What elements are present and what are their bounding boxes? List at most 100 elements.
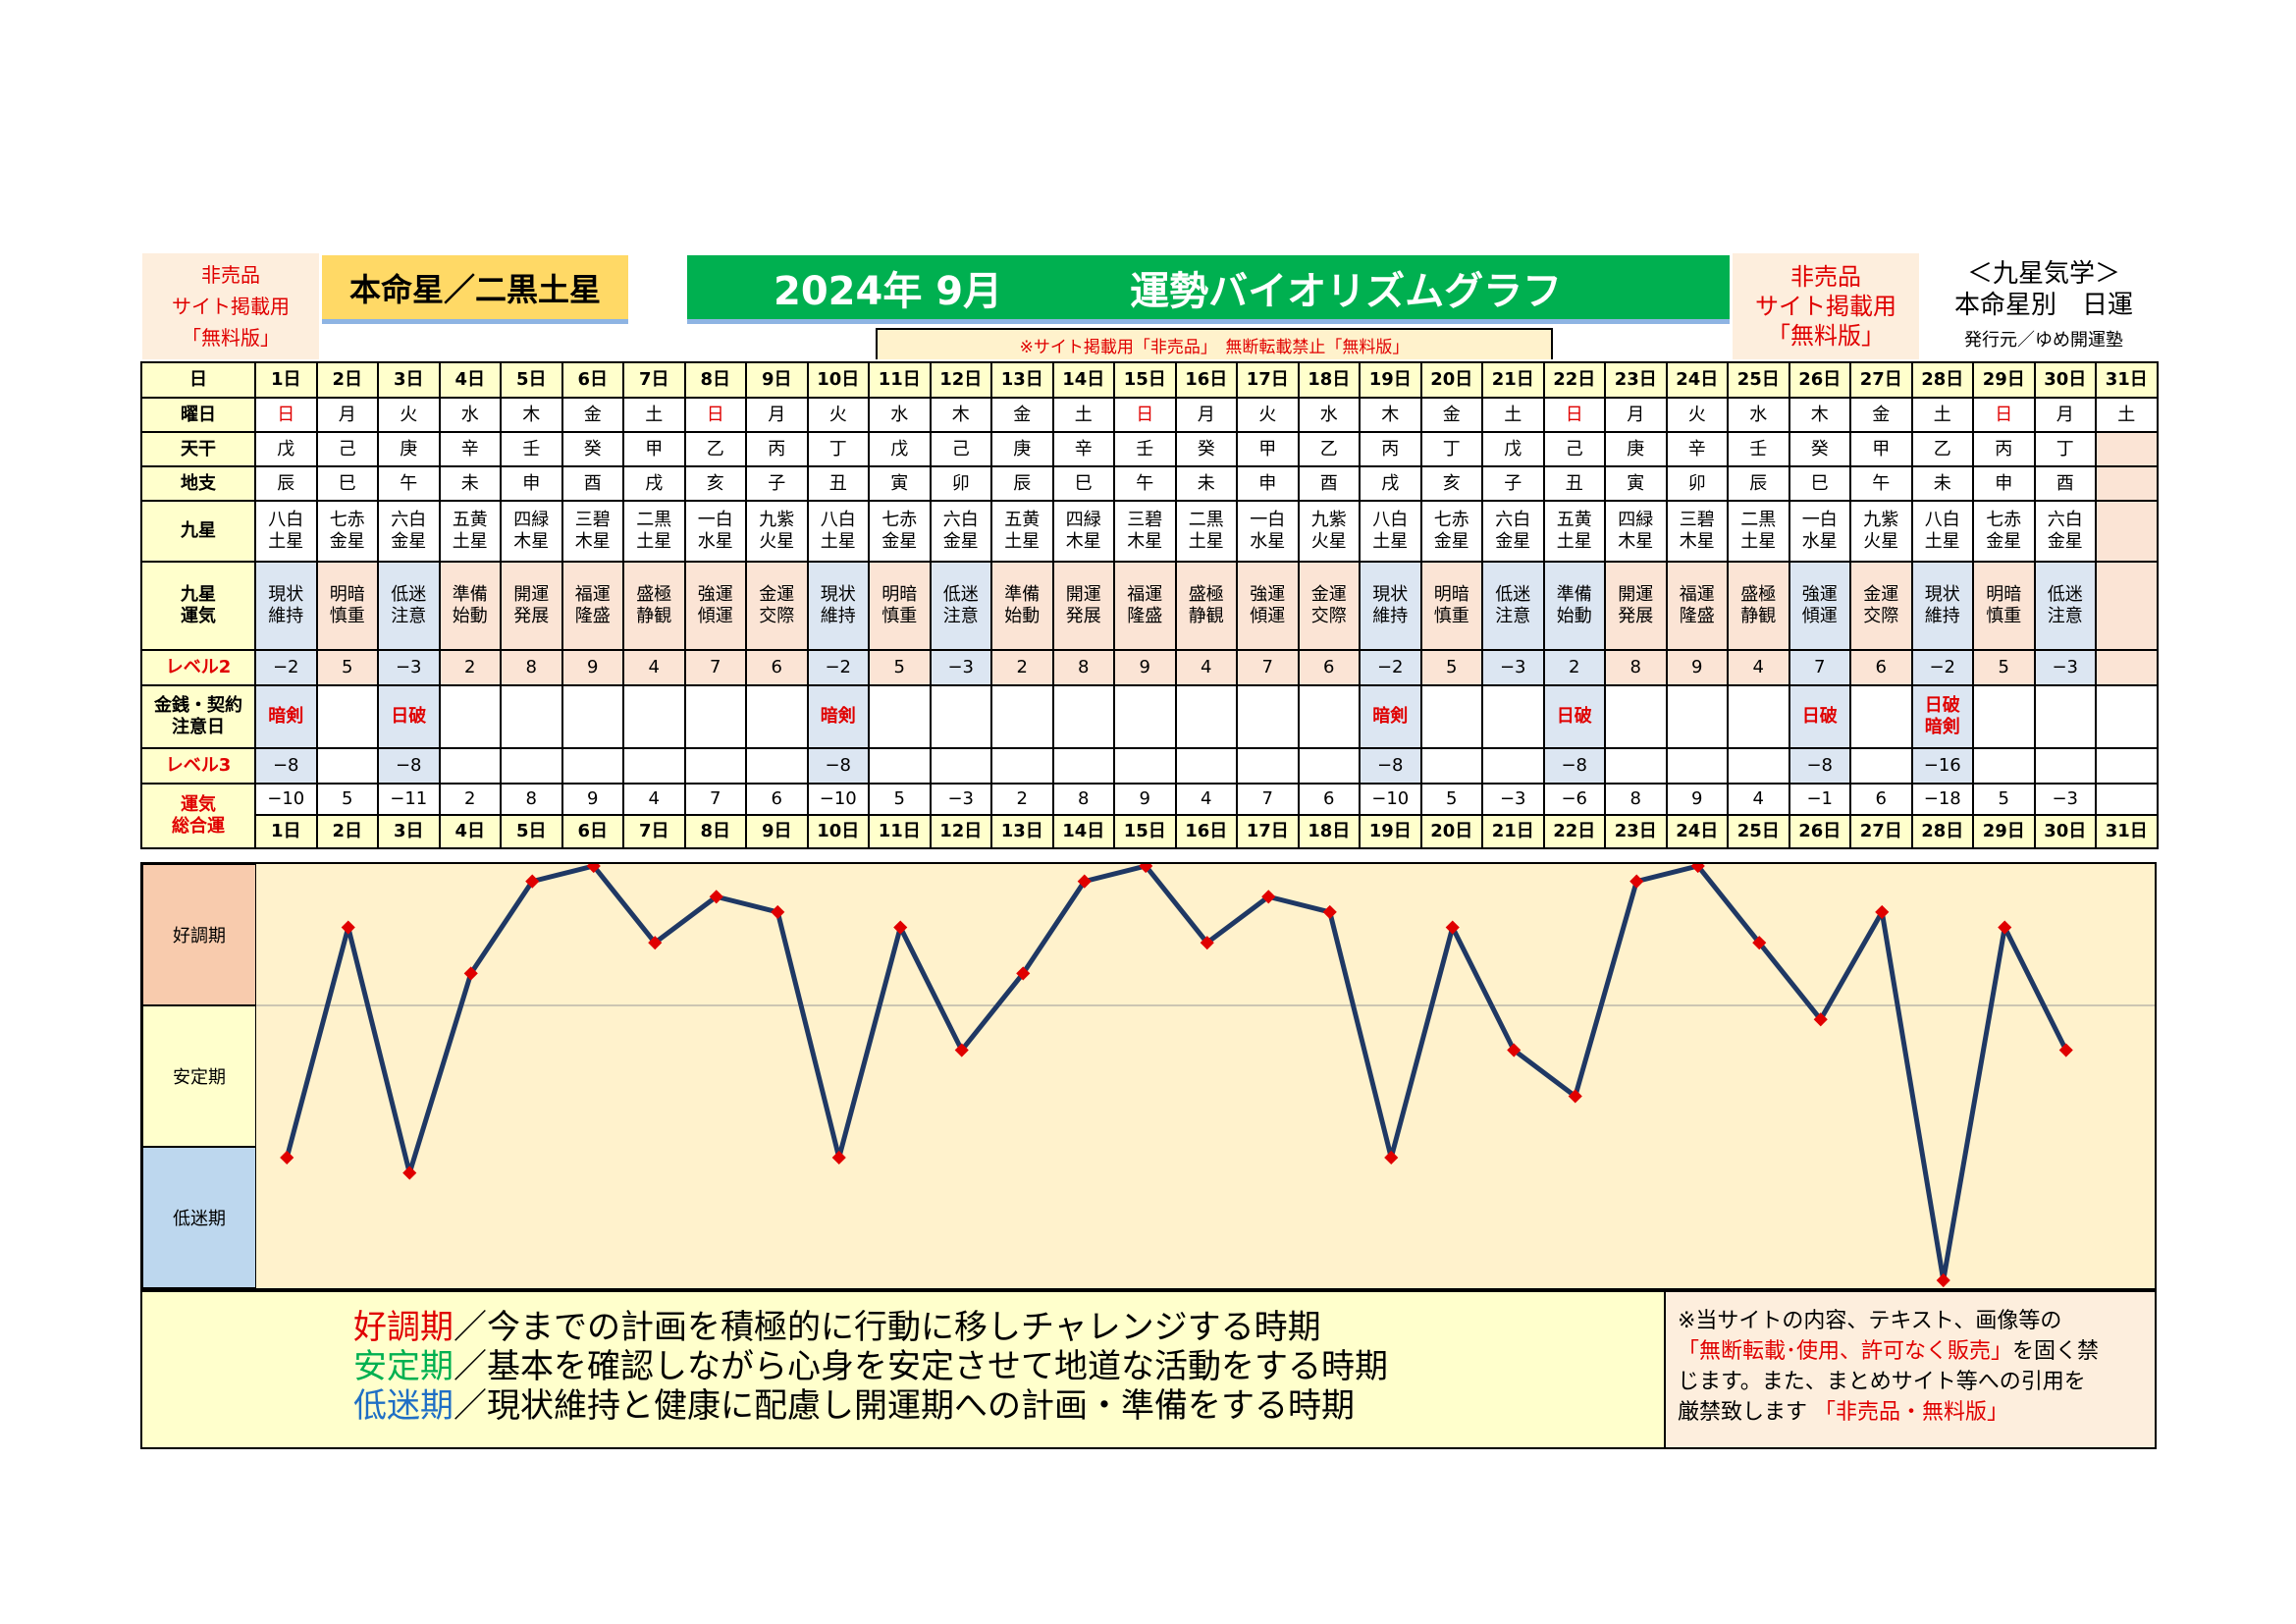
unki-text: 低迷 (391, 584, 427, 605)
kyusei-text: 木星 (1679, 531, 1715, 552)
level2-cell: 2 (1542, 649, 1606, 686)
day-cell-bottom: 1日 (254, 814, 318, 849)
kyusei-cell: 六白 金星 (377, 500, 441, 563)
kyusei-text: 三碧 (574, 510, 611, 530)
nonsale-right-line1: 非売品 (1790, 263, 1861, 291)
weekday-cell: 火 (377, 397, 441, 433)
day-cell: 26日 (1788, 361, 1851, 399)
kyusei-cell: 一白 水星 (1788, 500, 1851, 563)
day-cell: 13日 (990, 361, 1054, 399)
money-text: 日破 (1801, 706, 1838, 727)
level3-cell (1174, 747, 1238, 785)
chishi-cell: 寅 (868, 465, 932, 502)
unki-cell (2095, 561, 2159, 651)
money-cell (683, 684, 747, 749)
level2-cell: −3 (2033, 649, 2097, 686)
day-cell-bottom: 14日 (1051, 814, 1115, 849)
money-text: 暗剣 (1924, 717, 1960, 737)
level3-cell (683, 747, 747, 785)
level3-cell (500, 747, 563, 785)
series-line (284, 863, 2068, 1283)
kyusei-cell: 八白 土星 (1359, 500, 1422, 563)
day-cell: 5日 (500, 361, 563, 399)
kyusei-cell: 一白 水星 (1236, 500, 1300, 563)
level2-label-text: レベル2 (165, 657, 232, 677)
data-point (954, 1043, 969, 1057)
level3-cell (1236, 747, 1300, 785)
level3-cell: −8 (1542, 747, 1606, 785)
chishi-cell: 未 (1910, 465, 1974, 502)
unki-cell: 金運 交際 (745, 561, 809, 651)
unki-cell: 現状 維持 (254, 561, 318, 651)
kyusei-text: 金星 (391, 531, 427, 552)
level2-cell: 2 (990, 649, 1054, 686)
total-cell: 6 (745, 783, 809, 816)
day-cell: 27日 (1849, 361, 1913, 399)
total-cell: 6 (1849, 783, 1913, 816)
unki-cell: 準備 始動 (990, 561, 1054, 651)
level3-cell (1481, 747, 1545, 785)
tenkan-cell: 庚 (377, 431, 441, 467)
total-cell: −3 (1481, 783, 1545, 816)
tenkan-cell: 壬 (1727, 431, 1790, 467)
weekday-cell: 水 (1297, 397, 1361, 433)
level2-cell: 6 (1849, 649, 1913, 686)
money-cell (1727, 684, 1790, 749)
unki-label: 九星 運気 (140, 561, 256, 651)
kyusei-text: 水星 (697, 531, 733, 552)
level3-cell: −8 (806, 747, 870, 785)
money-text: 暗剣 (268, 706, 304, 727)
kyusei-cell: 九紫 火星 (1849, 500, 1913, 563)
level2-cell: 5 (868, 649, 932, 686)
kyusei-text: 七赤 (881, 510, 918, 530)
kyusei-text: 五黄 (1556, 510, 1592, 530)
total-row: 運気 総合運 −10 5 −11 2 8 9 4 7 6 −10 5 −3 2 8 9 4 7 6 −10 5 −3 −6 8 9… (140, 783, 2159, 849)
kyusei-text: 木星 (513, 531, 550, 552)
level3-cell (1297, 747, 1361, 785)
day-cell-bottom: 25日 (1727, 814, 1790, 849)
data-point (648, 936, 663, 950)
level2-cell: 7 (683, 649, 747, 686)
chishi-cell: 酉 (2033, 465, 2097, 502)
money-cell (1174, 684, 1238, 749)
unki-cell: 強運 傾運 (1788, 561, 1851, 651)
money-cell: 暗剣 (254, 684, 318, 749)
money-cell: 日破 (1788, 684, 1851, 749)
money-cell (438, 684, 502, 749)
day-cell: 30日 (2033, 361, 2097, 399)
money-cell (929, 684, 992, 749)
unki-text: 明暗 (1986, 584, 2022, 605)
weekday-cell: 土 (1051, 397, 1115, 433)
chishi-cell: 辰 (1727, 465, 1790, 502)
level3-label-text: レベル3 (165, 755, 232, 776)
day-cell-bottom: 3日 (377, 814, 441, 849)
kyusei-text: 火星 (1863, 531, 1899, 552)
day-cell: 22日 (1542, 361, 1606, 399)
chishi-cell: 未 (1174, 465, 1238, 502)
day-cell-bottom: 11日 (868, 814, 932, 849)
unki-cell: 開運 発展 (1604, 561, 1668, 651)
level2-row: レベル2 −2 5 −3 2 8 9 4 7 6 −2 5 −3 2 8 9 4 7 6 −2 5 −3 2 8 9 4 7 6 −2 5… (140, 649, 2159, 686)
tenkan-cell: 乙 (1297, 431, 1361, 467)
tenkan-cell: 辛 (438, 431, 502, 467)
kyusei-text: 二黒 (1740, 510, 1777, 530)
tenkan-label: 天干 (140, 431, 256, 467)
day-cell-bottom: 13日 (990, 814, 1054, 849)
kyusei-cell: 二黒 土星 (622, 500, 686, 563)
unki-text: 傾運 (1250, 606, 1286, 626)
weekday-cell: 金 (561, 397, 624, 433)
kyusei-text: 四緑 (513, 510, 550, 530)
weekday-label-text: 曜日 (181, 404, 216, 425)
unki-text: 盛極 (1740, 584, 1777, 605)
unki-text: 明暗 (329, 584, 365, 605)
chishi-cell: 戌 (1359, 465, 1422, 502)
day-cell: 4日 (438, 361, 502, 399)
kyusei-text: 水星 (1801, 531, 1838, 552)
tenkan-cell: 己 (315, 431, 379, 467)
unki-text: 現状 (268, 584, 304, 605)
tenkan-cell: 癸 (1788, 431, 1851, 467)
chishi-cell: 午 (1113, 465, 1177, 502)
unki-cell: 準備 始動 (1542, 561, 1606, 651)
data-point (1629, 874, 1644, 889)
chishi-cell: 辰 (254, 465, 318, 502)
